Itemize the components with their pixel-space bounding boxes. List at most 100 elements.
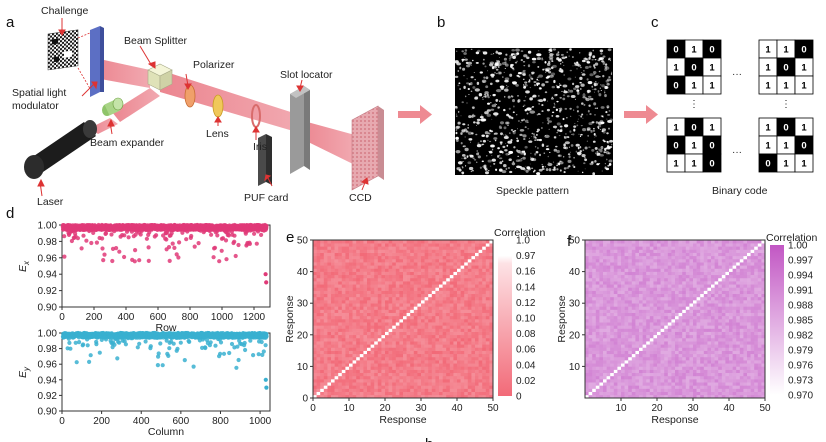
heatmap-cell xyxy=(435,315,440,320)
heatmap-cell xyxy=(403,353,407,358)
speckle-grain xyxy=(603,116,604,118)
heatmap-cell xyxy=(439,379,443,383)
heatmap-cell xyxy=(399,391,404,396)
speckle-grain xyxy=(465,165,467,167)
heatmap-cell xyxy=(323,391,328,396)
heatmap-cell xyxy=(370,331,375,336)
heatmap-cell xyxy=(352,360,357,364)
heatmap-cell xyxy=(435,385,440,389)
speckle-grain xyxy=(516,139,519,143)
speckle-grain xyxy=(583,103,586,106)
speckle-grain xyxy=(538,103,540,105)
speckle-grain xyxy=(512,130,515,133)
heatmap-cell xyxy=(421,306,425,310)
heatmap-cell xyxy=(381,300,386,304)
heatmap-cell xyxy=(428,341,433,345)
heatmap-cell xyxy=(381,391,386,396)
heatmap-cell xyxy=(446,337,451,342)
speckle-grain xyxy=(605,79,609,83)
label-challenge: Challenge xyxy=(41,5,88,17)
heatmap-cell xyxy=(446,296,451,301)
speckle-grain xyxy=(507,95,511,99)
heatmap-cell xyxy=(464,319,469,323)
speckle-grain xyxy=(537,94,540,97)
heatmap-cell xyxy=(381,306,386,310)
data-point xyxy=(112,342,117,347)
speckle-grain xyxy=(597,121,602,125)
heatmap-cell xyxy=(320,379,325,383)
speckle-grain xyxy=(496,60,500,64)
heatmap-cell xyxy=(435,356,440,361)
heatmap-cell xyxy=(471,375,476,380)
speckle-grain xyxy=(467,161,472,165)
heatmap-cell xyxy=(367,325,371,329)
speckle-grain xyxy=(580,124,583,127)
speckle-grain xyxy=(591,58,594,61)
heatmap-cell xyxy=(395,296,400,301)
heatmap-cell xyxy=(338,360,343,364)
speckle-grain xyxy=(561,56,566,60)
data-point xyxy=(100,246,105,251)
heatmap-cell xyxy=(406,391,411,396)
heatmap-cell xyxy=(471,312,476,317)
heatmap-cell xyxy=(424,337,429,342)
speckle-grain xyxy=(516,165,521,169)
heatmap-cell xyxy=(410,322,415,326)
heatmap-cell xyxy=(320,293,325,298)
heatmap-cell xyxy=(331,366,335,370)
heatmap-cell xyxy=(385,337,389,342)
heatmap-cell xyxy=(345,341,350,345)
heatmap-cell xyxy=(464,353,469,358)
heatmap-cell xyxy=(467,334,472,339)
speckle-grain xyxy=(497,154,500,158)
heatmap-cell xyxy=(482,331,487,336)
y-tick-label: 0.90 xyxy=(38,303,58,314)
speckle-grain xyxy=(547,122,550,125)
heatmap-cell xyxy=(316,293,321,298)
heatmap-cell xyxy=(460,322,465,326)
heatmap-cell xyxy=(374,372,379,377)
heatmap-cell xyxy=(327,360,332,364)
data-point xyxy=(169,231,174,236)
speckle-grain xyxy=(464,147,469,152)
binary-cell-value: 0 xyxy=(709,141,714,152)
heatmap-cell xyxy=(449,385,454,389)
speckle-grain xyxy=(591,149,595,152)
heatmap-cell xyxy=(338,296,343,301)
speckle-grain xyxy=(522,69,526,72)
heatmap-cell xyxy=(464,350,469,355)
ccd-sensor xyxy=(351,105,384,191)
speckle-grain xyxy=(536,57,542,61)
label-polarizer: Polarizer xyxy=(193,59,235,71)
heatmap-cell xyxy=(367,344,371,348)
heatmap-cell xyxy=(424,325,429,329)
heatmap-cell xyxy=(359,334,364,339)
speckle-grain xyxy=(606,145,610,148)
speckle-grain xyxy=(486,154,488,157)
speckle-grain xyxy=(549,47,553,51)
heatmap-cell xyxy=(323,341,328,345)
data-point xyxy=(126,235,131,240)
binary-cell-value: 1 xyxy=(801,159,807,170)
binary-cell-value: 0 xyxy=(765,159,770,170)
heatmap-cell xyxy=(331,369,335,374)
speckle-grain xyxy=(536,172,541,176)
speckle-grain xyxy=(475,51,480,55)
speckle-grain xyxy=(511,67,515,70)
heatmap-cell xyxy=(460,296,465,301)
heatmap-cell xyxy=(413,388,418,392)
heatmap-cell xyxy=(349,372,353,377)
heatmap-cell xyxy=(367,369,371,374)
heatmap-cell xyxy=(421,344,425,348)
heatmap-cell xyxy=(367,341,371,345)
speckle-grain xyxy=(497,147,500,150)
speckle-grain xyxy=(527,122,529,124)
heatmap-cell xyxy=(338,341,343,345)
speckle-grain xyxy=(572,65,574,67)
speckle-grain xyxy=(477,142,480,144)
speckle-grain xyxy=(547,162,553,167)
heatmap-cell xyxy=(406,356,411,361)
speckle-grain xyxy=(488,150,490,152)
speckle-grain xyxy=(546,62,551,67)
heatmap-cell xyxy=(435,388,440,392)
